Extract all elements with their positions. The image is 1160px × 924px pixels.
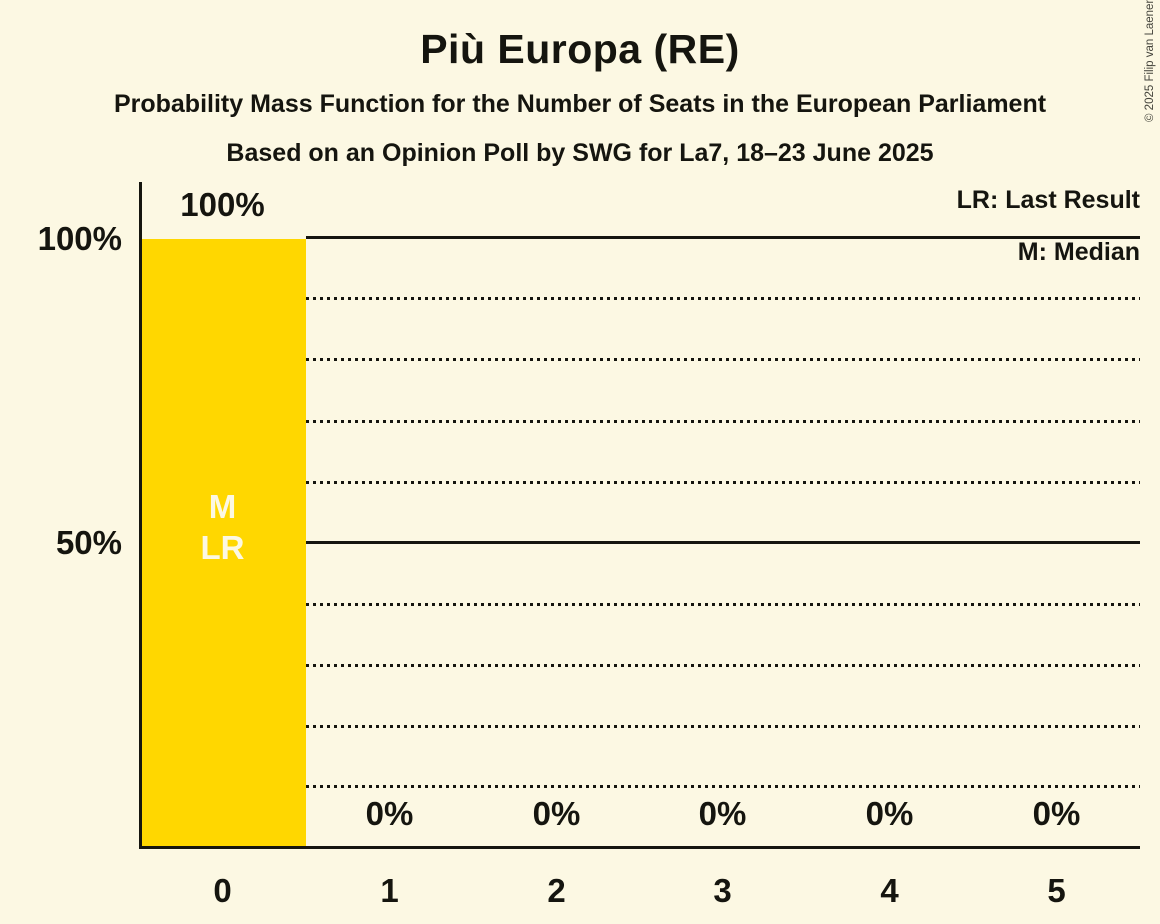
gridline-70pct (306, 420, 1140, 423)
chart-poll-source: Based on an Opinion Poll by SWG for La7,… (226, 139, 934, 167)
chart-title: Più Europa (RE) (420, 26, 740, 72)
chart-subtitle: Probability Mass Function for the Number… (113, 90, 1047, 118)
x-tick-5: 5 (1047, 872, 1066, 909)
x-tick-4: 4 (880, 872, 899, 909)
gridline-20pct (306, 725, 1140, 728)
gridline-40pct (306, 603, 1140, 606)
gridline-80pct (306, 358, 1140, 361)
gridline-100pct (306, 236, 1140, 239)
gridline-50pct (306, 541, 1140, 544)
gridline-10pct (306, 785, 1140, 788)
median-marker: M (208, 488, 237, 525)
x-tick-0: 0 (213, 872, 232, 909)
x-tick-1: 1 (380, 872, 399, 909)
legend-last-result: LR: Last Result (956, 186, 1140, 214)
gridline-60pct (306, 481, 1140, 484)
value-label-seats-0: 100% (180, 186, 265, 223)
y-axis-label-50: 50% (55, 524, 122, 561)
value-label-seats-2: 0% (532, 795, 581, 832)
y-axis-label-100: 100% (37, 220, 122, 257)
value-label-seats-4: 0% (865, 795, 914, 832)
bar-annotation-median-lastresult: M LR (139, 486, 306, 568)
value-label-seats-3: 0% (698, 795, 747, 832)
x-axis-line (139, 846, 1140, 849)
value-label-seats-1: 0% (365, 795, 414, 832)
x-tick-2: 2 (547, 872, 566, 909)
legend-median: M: Median (1017, 238, 1140, 266)
bar-seats-0 (142, 239, 306, 846)
copyright-notice: © 2025 Filip van Laenen (1144, 0, 1156, 122)
value-label-seats-5: 0% (1032, 795, 1081, 832)
last-result-marker: LR (200, 529, 245, 566)
gridline-90pct (306, 297, 1140, 300)
x-tick-3: 3 (713, 872, 732, 909)
y-axis-line (139, 182, 142, 849)
gridline-30pct (306, 664, 1140, 667)
